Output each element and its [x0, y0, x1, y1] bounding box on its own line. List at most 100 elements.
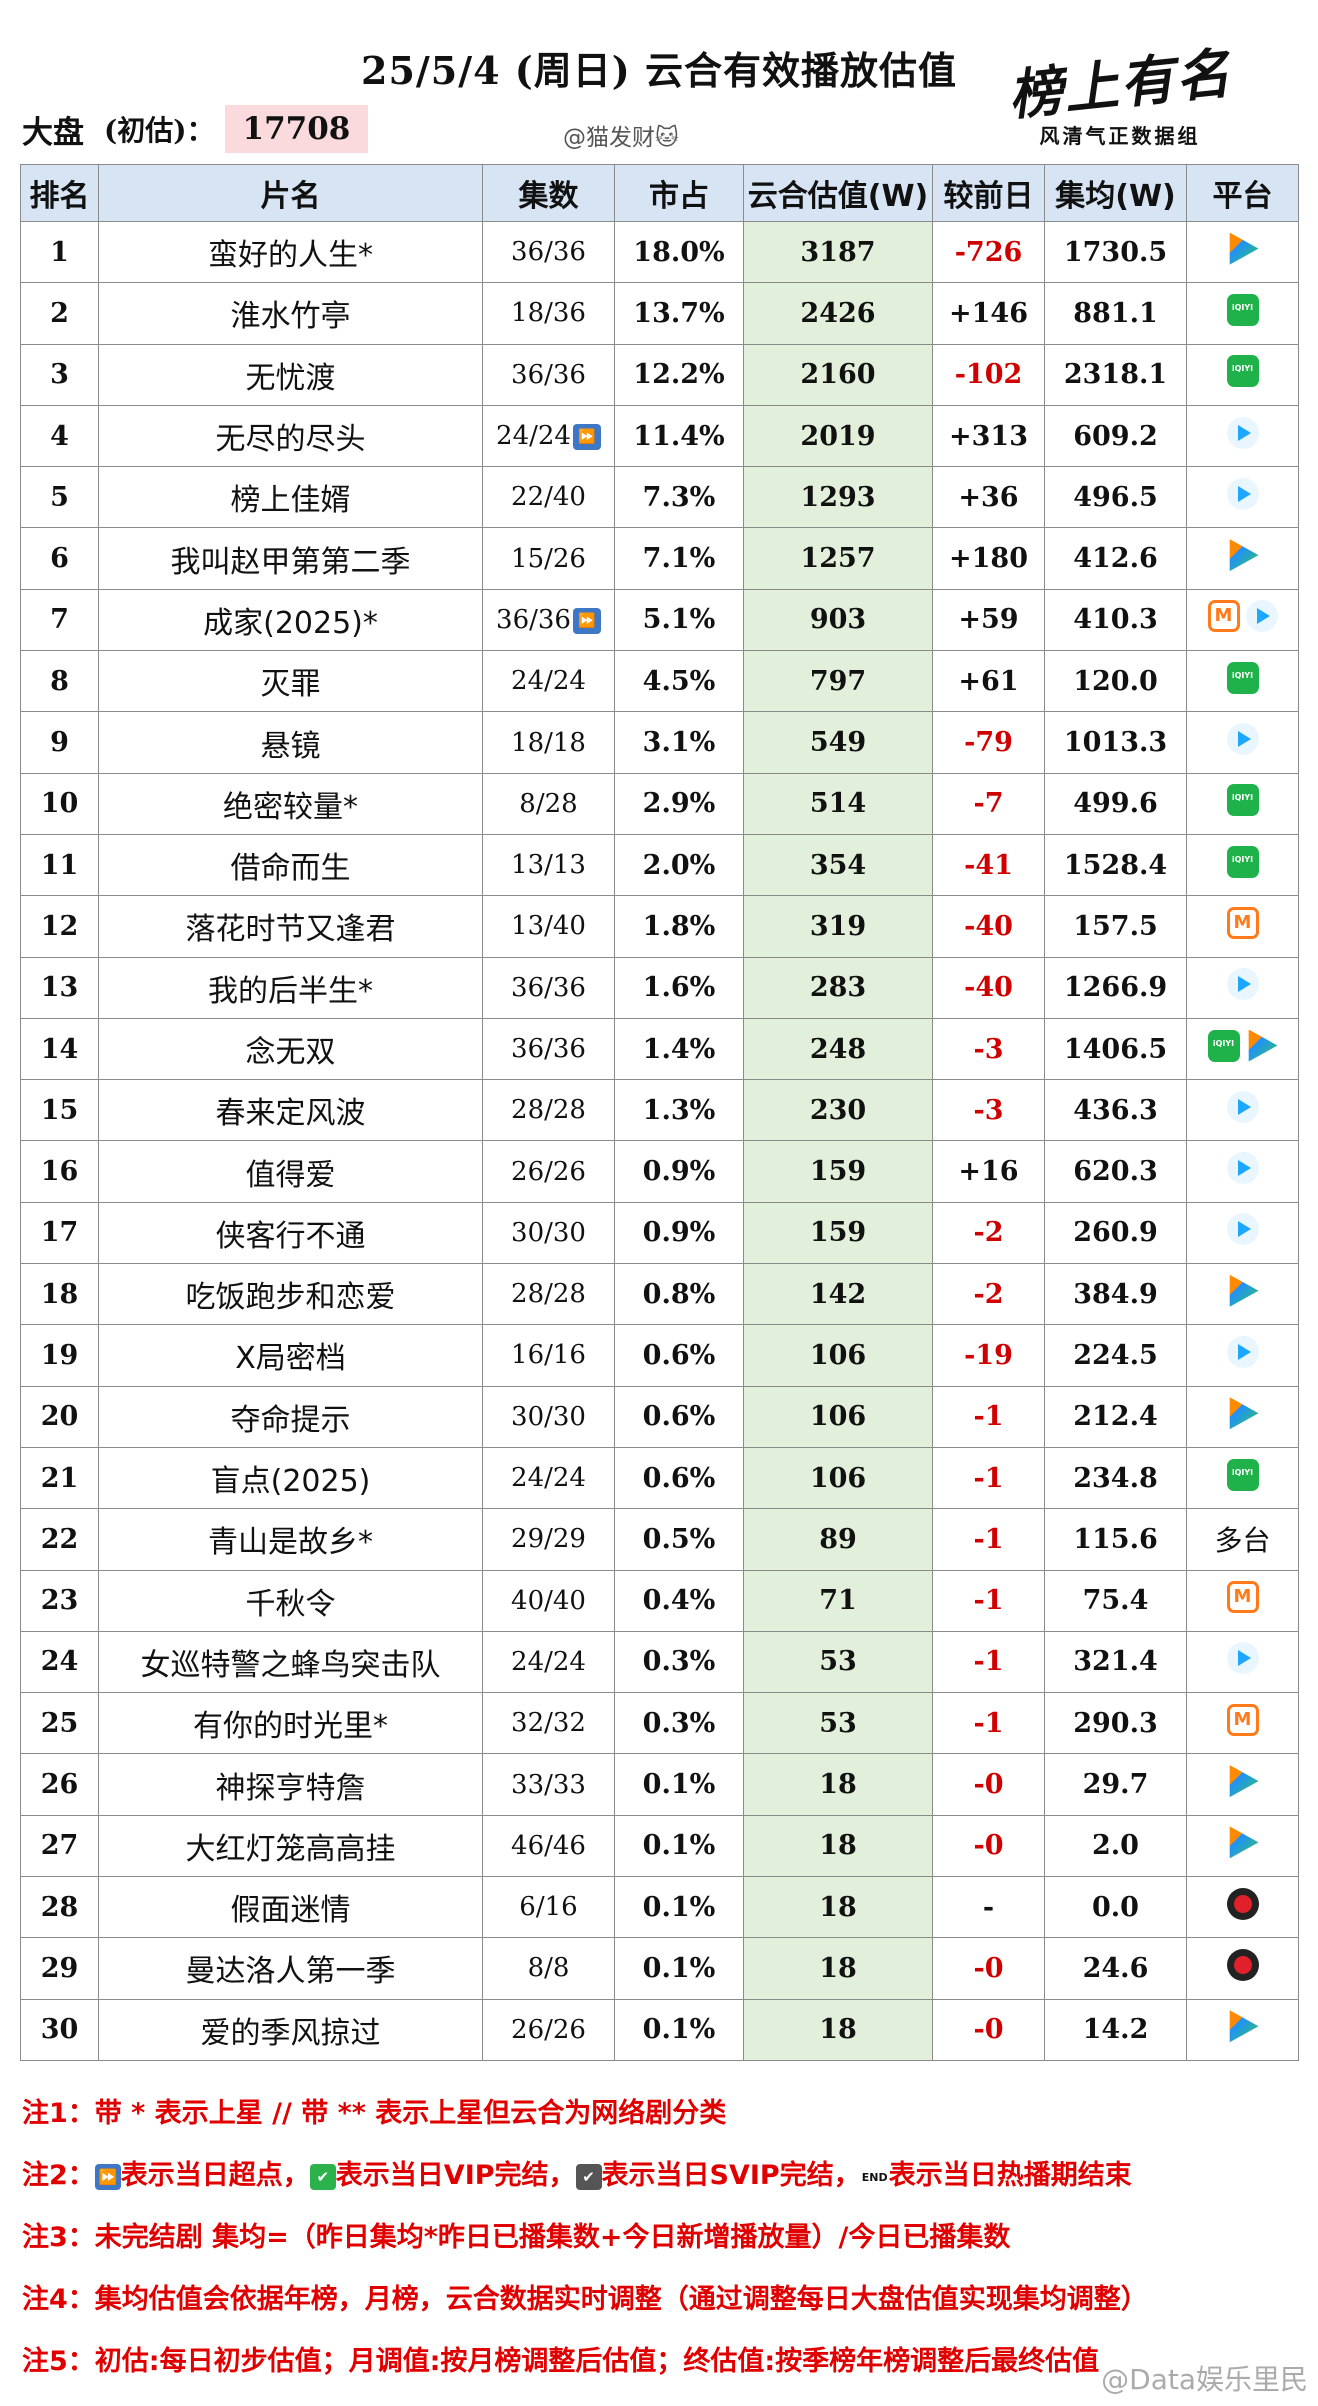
col-average-header: 集均(W): [1044, 164, 1187, 222]
episodes-cell: 22/40: [482, 466, 615, 529]
title-cell: 无尽的尽头: [98, 404, 483, 468]
table-row: 20 夺命提示 30/30 0.6% 106 -1 212.4: [20, 1385, 1299, 1448]
title-cell: 借命而生: [98, 833, 483, 897]
ranking-table: 排名 片名 集数 市占 云合估值(W) 较前日 集均(W) 平台 1 蛮好的人生*…: [20, 164, 1299, 2061]
check-dark-icon: ✔: [575, 2163, 602, 2190]
change-cell: -79: [932, 711, 1045, 774]
episodes-value: 36/36: [511, 237, 586, 268]
share-cell: 7.3%: [614, 466, 744, 529]
table-row: 21 盲点(2025) 24/24 0.6% 106 -1 234.8: [20, 1446, 1299, 1510]
col-rank-header: 排名: [20, 164, 99, 222]
note-2-part-e: 表示当日热播期结束: [888, 2160, 1132, 2191]
estimate-cell: 354: [743, 833, 933, 897]
rank-cell: 6: [20, 527, 99, 590]
platform-icons: [1226, 661, 1259, 694]
episodes-value: 8/28: [519, 788, 578, 819]
change-cell: +313: [932, 404, 1045, 468]
platform-cell: [1186, 833, 1299, 897]
title-cell: 我叫赵甲第第二季: [98, 527, 483, 590]
estimate-cell: 106: [743, 1324, 933, 1387]
rank-cell: 5: [20, 466, 99, 529]
platform-icons: [1226, 355, 1259, 388]
estimate-cell: 53: [743, 1692, 933, 1755]
table-row: 22 青山是故乡* 29/29 0.5% 89 -1 115.6 多台: [20, 1508, 1299, 1571]
average-cell: 75.4: [1044, 1569, 1187, 1632]
youku-icon: [1226, 968, 1259, 1001]
rank-cell: 29: [20, 1937, 99, 2000]
change-cell: -1: [932, 1569, 1045, 1632]
market-value: 17708: [224, 105, 369, 153]
episodes-cell: 36/36 ⏩: [482, 588, 615, 652]
rank-cell: 21: [20, 1446, 99, 1510]
market-note: (初估)：: [104, 114, 215, 147]
average-cell: 24.6: [1044, 1937, 1187, 2000]
title-cell: 灭罪: [98, 650, 483, 713]
episodes-value: 13/13: [511, 850, 586, 881]
title-cell: 成家(2025)*: [98, 588, 483, 652]
platform-icons: [1207, 1029, 1278, 1062]
share-cell: 0.6%: [614, 1446, 744, 1510]
estimate-cell: 89: [743, 1508, 933, 1571]
rank-cell: 22: [20, 1508, 99, 1571]
tencent-icon: [1229, 539, 1259, 572]
title-cell: 夺命提示: [98, 1385, 483, 1448]
change-cell: -19: [932, 1324, 1045, 1387]
average-cell: 609.2: [1044, 404, 1187, 468]
youku-icon: [1226, 477, 1259, 510]
platform-cell: [1186, 1079, 1299, 1142]
share-cell: 2.0%: [614, 833, 744, 897]
episodes-value: 26/26: [511, 2014, 586, 2045]
table-row: 25 有你的时光里* 32/32 0.3% 53 -1 290.3: [20, 1692, 1299, 1755]
platform-icons: [1226, 1642, 1259, 1675]
end-arrow-label: END: [861, 2170, 888, 2184]
estimate-cell: 3187: [743, 220, 933, 284]
average-cell: 290.3: [1044, 1692, 1187, 1755]
rank-cell: 9: [20, 711, 99, 774]
share-cell: 0.6%: [614, 1385, 744, 1448]
platform-icons: [1226, 845, 1259, 878]
title-cell: 淮水竹亭: [98, 282, 483, 345]
tencent-icon: [1229, 232, 1259, 265]
episodes-cell: 26/26: [482, 1140, 615, 1203]
share-cell: 0.9%: [614, 1201, 744, 1265]
platform-cell: [1186, 282, 1299, 345]
platform-icons: [1226, 1090, 1259, 1123]
mango-icon: [1207, 600, 1240, 633]
rank-cell: 2: [20, 282, 99, 345]
estimate-cell: 230: [743, 1079, 933, 1142]
episodes-cell: 30/30: [482, 1385, 615, 1448]
watermark: @Data娱乐里民: [1101, 2363, 1308, 2396]
tencent-icon: [1229, 2010, 1259, 2043]
change-cell: -0: [932, 1998, 1045, 2061]
platform-icons: [1226, 784, 1259, 817]
episodes-cell: 24/24: [482, 650, 615, 713]
platform-icons: [1226, 1213, 1259, 1246]
fast-forward-icon: ⏩: [572, 424, 601, 451]
platform-cell: 多台: [1186, 1508, 1299, 1571]
table-row: 15 春来定风波 28/28 1.3% 230 -3 436.3: [20, 1079, 1299, 1142]
youku-icon: [1226, 1213, 1259, 1246]
average-cell: 496.5: [1044, 466, 1187, 529]
col-name-header: 片名: [98, 164, 483, 222]
share-cell: 2.9%: [614, 772, 744, 835]
iqiyi-icon: [1207, 1029, 1240, 1062]
table-row: 3 无忧渡 36/36 12.2% 2160 -102 2318.1: [20, 343, 1299, 406]
note-2-part-d: 表示当日SVIP完结，: [601, 2160, 861, 2191]
average-cell: 2318.1: [1044, 343, 1187, 406]
title-cell: 侠客行不通: [98, 1201, 483, 1265]
table-row: 6 我叫赵甲第第二季 15/26 7.1% 1257 +180 412.6: [20, 527, 1299, 590]
average-cell: 29.7: [1044, 1753, 1187, 1816]
platform-icons: [1226, 1887, 1259, 1920]
title-cell: 落花时节又逢君: [98, 895, 483, 958]
change-cell: -1: [932, 1692, 1045, 1755]
rank-cell: 17: [20, 1201, 99, 1265]
episodes-cell: 8/28: [482, 772, 615, 835]
rank-cell: 25: [20, 1692, 99, 1755]
market-label: 大盘: [22, 114, 84, 151]
episodes-value: 18/18: [511, 727, 586, 758]
episodes-value: 36/36: [496, 604, 571, 635]
average-cell: 115.6: [1044, 1508, 1187, 1571]
episodes-cell: 24/24: [482, 1630, 615, 1694]
note-2-prefix: 注2：: [22, 2160, 95, 2191]
episodes-cell: 29/29: [482, 1508, 615, 1571]
